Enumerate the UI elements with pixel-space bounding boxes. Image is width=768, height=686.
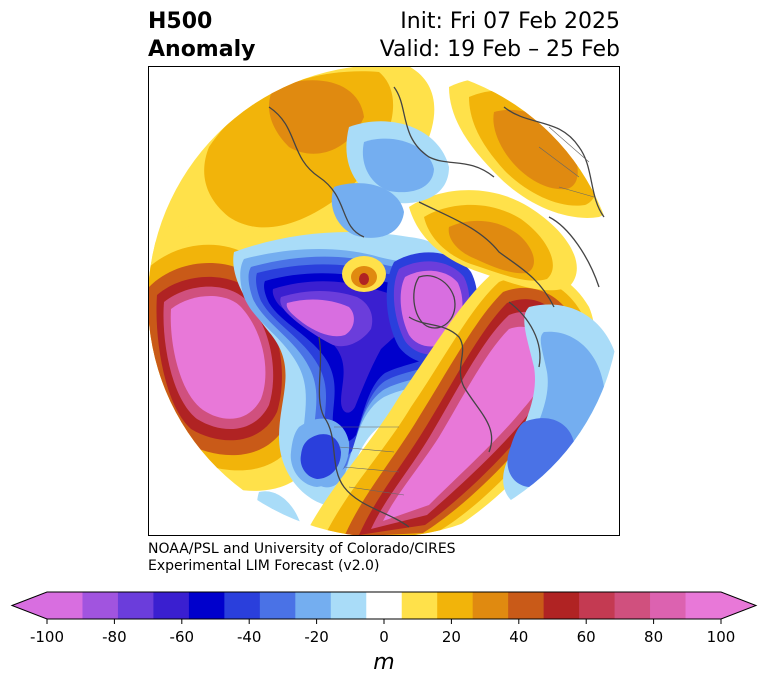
colorbar: -100 -80 -60 -40 -20 0 20 40 60 80 100 m	[10, 591, 758, 675]
credit-line-2: Experimental LIM Forecast (v2.0)	[148, 558, 380, 574]
colorbar-swatch	[82, 592, 119, 619]
coastline-asia	[268, 106, 365, 238]
colorbar-swatch	[366, 592, 403, 619]
colorbar-swatch	[47, 592, 83, 619]
coastline-iberia	[508, 301, 541, 368]
colorbar-tick-label: 80	[644, 628, 663, 646]
chart-title: H500 Anomaly	[148, 8, 255, 64]
valid-range: Valid: 19 Feb – 25 Feb	[379, 37, 620, 62]
colorbar-swatch	[437, 592, 474, 619]
border-us-states	[334, 426, 405, 496]
colorbar-tick-label: -20	[304, 628, 329, 646]
colorbar-tick-label: -40	[237, 628, 262, 646]
credit-line-1: NOAA/PSL and University of Colorado/CIRE…	[148, 541, 456, 557]
colorbar-tick-label: 60	[577, 628, 596, 646]
border-europe	[538, 126, 595, 198]
feature-arctic-positive-cell	[342, 256, 386, 292]
colorbar-swatch	[614, 592, 651, 619]
feature-aleutian-positive	[149, 223, 325, 491]
colorbar-swatch	[224, 592, 261, 619]
colorbar-tick-label: -60	[170, 628, 195, 646]
title-variable: H500	[148, 9, 213, 34]
feature-west-us-trough-negative	[290, 418, 350, 487]
coastlines	[268, 86, 605, 528]
colorbar-swatch	[543, 592, 580, 619]
coastline-north-america-west	[318, 336, 410, 528]
feature-europe-ridge-positive	[409, 190, 577, 291]
credit-text: NOAA/PSL and University of Colorado/CIRE…	[148, 541, 456, 575]
colorbar-label: m	[373, 650, 394, 675]
coastline-europe	[503, 106, 605, 218]
colorbar-swatch	[188, 592, 225, 619]
colorbar-swatch	[685, 592, 722, 619]
title-kind: Anomaly	[148, 37, 256, 62]
map-plot	[149, 67, 619, 535]
init-date: Init: Fri 07 Feb 2025	[400, 9, 620, 34]
colorbar-swatch	[579, 592, 616, 619]
colorbar-swatch	[401, 592, 438, 619]
colorbar-swatch	[508, 592, 545, 619]
colorbar-tick-label: 0	[379, 628, 389, 646]
colorbar-swatch	[472, 592, 509, 619]
colorbar-swatch	[153, 592, 190, 619]
borders	[334, 126, 595, 496]
colorbar-swatch	[650, 592, 687, 619]
coastline-siberia	[393, 86, 495, 178]
colorbar-swatch	[117, 592, 154, 619]
coastline-greenland	[413, 275, 456, 329]
colorbar-tick-label: 20	[442, 628, 461, 646]
colorbar-tick-label: -80	[102, 628, 127, 646]
colorbar-swatch	[295, 592, 332, 619]
colorbar-swatch	[259, 592, 296, 619]
feature-east-ridge-positive	[304, 266, 595, 535]
colorbar-tick-label: 100	[707, 628, 736, 646]
colorbar-tick-label: -100	[30, 628, 64, 646]
colorbar-swatch	[330, 592, 367, 619]
colorbar-extend-over	[721, 592, 756, 619]
anomaly-field	[149, 67, 619, 535]
anomaly-map	[148, 66, 620, 536]
chart-dates: Init: Fri 07 Feb 2025 Valid: 19 Feb – 25…	[380, 8, 620, 64]
coastline-north-america-east	[408, 316, 493, 453]
colorbar-tick-label: 40	[509, 628, 528, 646]
coastline-middle-east	[548, 216, 600, 288]
coastline-scandinavia	[418, 201, 555, 308]
colorbar-extend-under	[12, 592, 47, 619]
